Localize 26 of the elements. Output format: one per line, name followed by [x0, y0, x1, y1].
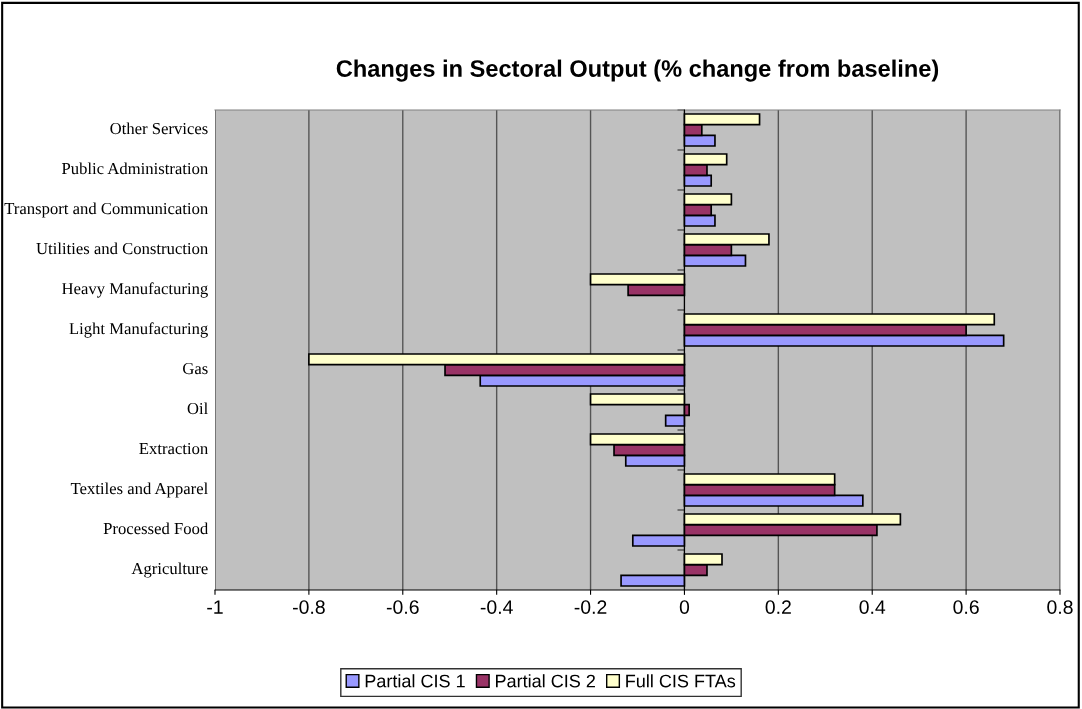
- y-tick-label: Oil: [187, 402, 208, 415]
- x-tick-label: 0: [679, 600, 690, 614]
- x-tick-label: -0.4: [480, 600, 513, 614]
- legend-label: Full CIS FTAs: [626, 674, 736, 688]
- x-tick-label: -0.6: [386, 600, 419, 614]
- y-tick-label: Utilities and Construction: [36, 242, 208, 255]
- y-tick-label: Light Manufacturing: [69, 322, 208, 338]
- y-tick-label: Textiles and Apparel: [70, 482, 208, 498]
- x-tick-label: -1: [207, 600, 223, 614]
- y-tick-label: Processed Food: [103, 522, 209, 535]
- x-tick-label: -0.8: [293, 600, 325, 614]
- x-tick-label: 0.4: [859, 600, 886, 614]
- legend-label: Partial CIS 1: [365, 674, 465, 688]
- x-tick-label: 0.2: [765, 600, 791, 614]
- legend-label: Partial CIS 2: [496, 674, 595, 688]
- y-tick-label: Heavy Manufacturing: [62, 282, 208, 298]
- y-tick-label: Agriculture: [131, 562, 208, 578]
- x-tick-label: 0.6: [953, 600, 979, 614]
- y-tick-label: Transport and Communication: [4, 202, 208, 218]
- y-tick-label: Gas: [183, 362, 208, 375]
- y-tick-label: Extraction: [139, 442, 208, 455]
- x-tick-label: -0.2: [574, 600, 607, 614]
- x-tick-label: 0.8: [1047, 600, 1073, 614]
- y-tick-label: Other Services: [110, 122, 208, 135]
- chart-title: Changes in Sectoral Output (% change from baseline): [336, 59, 939, 82]
- y-tick-label: Public Administration: [61, 162, 208, 175]
